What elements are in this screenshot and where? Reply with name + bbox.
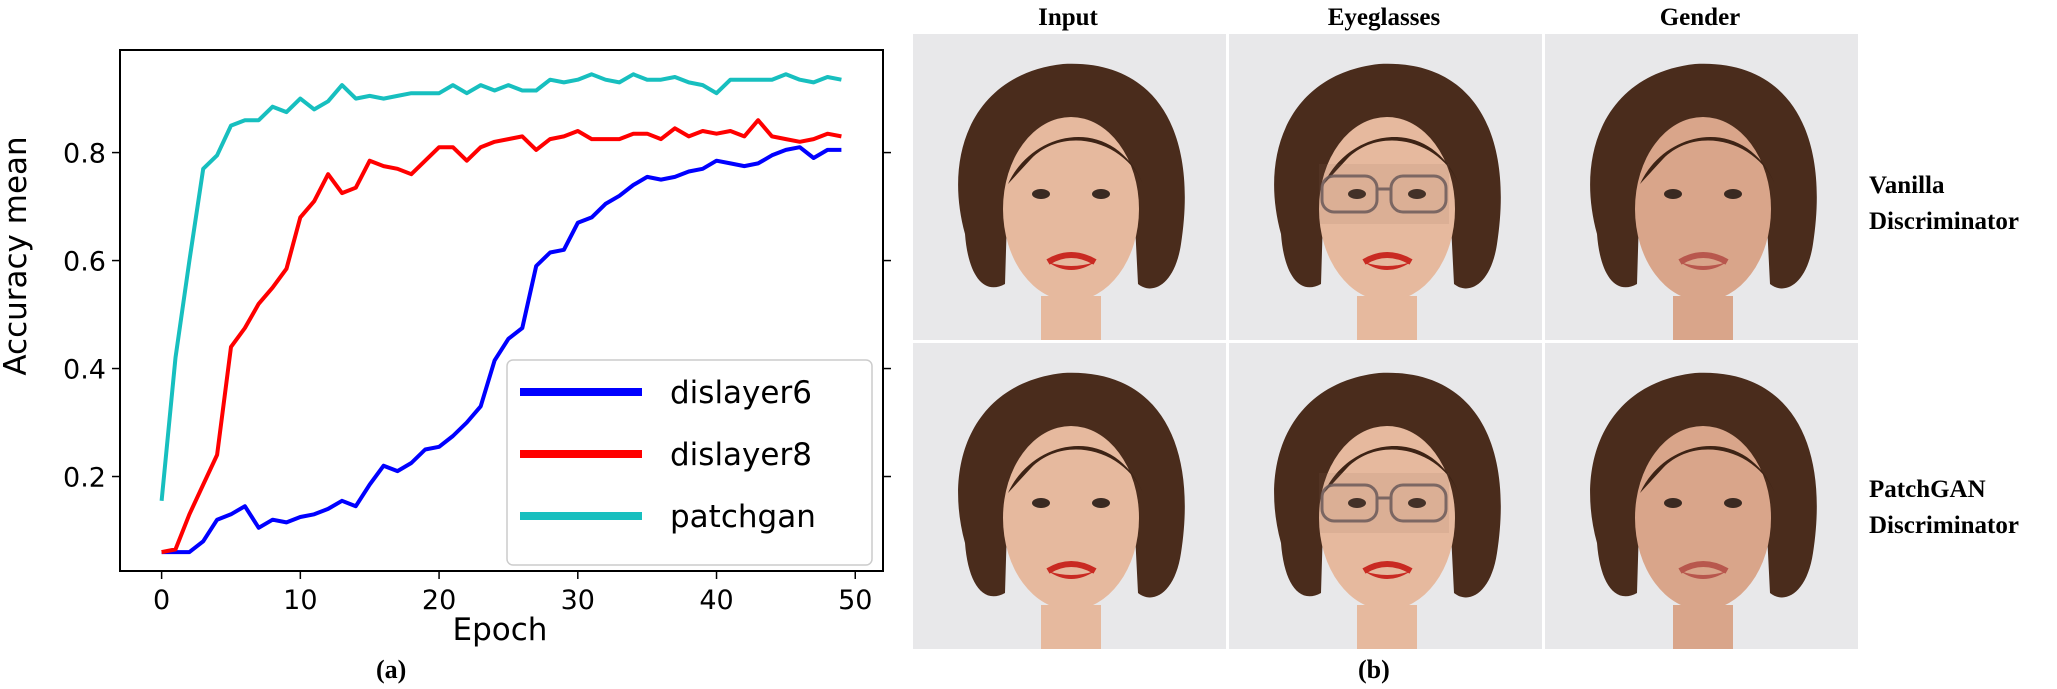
hair-shape (1590, 372, 1817, 598)
x-tick-label: 40 (699, 585, 733, 616)
panel-a-caption: (a) (376, 655, 407, 684)
hair-shape (1590, 63, 1817, 289)
series-line-dislayer6 (161, 145, 842, 555)
column-header-eyeglasses: Eyeglasses (1327, 4, 1441, 31)
face-shape (1003, 117, 1139, 301)
x-axis-label: Epoch (453, 612, 548, 648)
face-image-vanilla-input (913, 34, 1226, 340)
face-image-patchgan-eyeglasses (1229, 343, 1542, 649)
face-shape (1319, 117, 1455, 301)
hair-shape (1274, 372, 1501, 598)
y-tick-label: 0.6 (63, 247, 106, 278)
hair-shape (958, 372, 1185, 598)
x-tick-label: 10 (283, 585, 317, 616)
row-label-vanilla: Vanilla Discriminator (1869, 168, 2019, 240)
face-image-vanilla-gender (1545, 34, 1858, 340)
column-header-input: Input (1038, 4, 1098, 31)
y-axis-label: Accuracy mean (0, 136, 34, 375)
row-label-patchgan-line1: PatchGAN (1869, 476, 1986, 503)
plot-frame (119, 49, 884, 572)
eyeglasses-overlay (1320, 483, 1448, 523)
accuracy-line-chart: Accuracy mean Epoch 0 10 20 30 40 50 0.2 0.4 0.6… (0, 49, 891, 648)
y-tick-label: 0.2 (63, 463, 106, 494)
face-image-patchgan-input (913, 343, 1226, 649)
legend-label-dislayer8: dislayer8 (670, 437, 812, 473)
face-shape (1635, 426, 1771, 610)
face-shape (1319, 426, 1455, 610)
face-editing-grid: Input Eyeglasses Gender Vanilla Discrimi… (911, 0, 2057, 689)
face-shape (1635, 117, 1771, 301)
row-label-vanilla-line2: Discriminator (1869, 208, 2019, 235)
x-tick-label: 0 (153, 585, 170, 616)
hair-shape (958, 63, 1185, 289)
face-shape (1003, 426, 1139, 610)
panel-b-caption: (b) (1358, 655, 1390, 684)
y-tick-label: 0.8 (63, 139, 106, 170)
hair-shape (1274, 63, 1501, 289)
row-label-patchgan: PatchGAN Discriminator (1869, 472, 2019, 544)
row-label-vanilla-line1: Vanilla (1869, 172, 1945, 199)
eyeglasses-overlay (1320, 174, 1448, 214)
column-header-gender: Gender (1659, 4, 1741, 31)
legend-label-dislayer6: dislayer6 (670, 375, 812, 411)
x-tick-label: 20 (422, 585, 456, 616)
series-line-patchgan (159, 72, 842, 501)
x-tick-label: 50 (838, 585, 872, 616)
face-image-vanilla-eyeglasses (1229, 34, 1542, 340)
y-tick-label: 0.4 (63, 355, 106, 386)
x-tick-label: 30 (561, 585, 595, 616)
series-line-dislayer8 (161, 118, 842, 555)
face-image-patchgan-gender (1545, 343, 1858, 649)
legend: dislayer6 dislayer8 patchgan (506, 359, 873, 566)
row-label-patchgan-line2: Discriminator (1869, 512, 2019, 539)
legend-label-patchgan: patchgan (670, 499, 816, 535)
